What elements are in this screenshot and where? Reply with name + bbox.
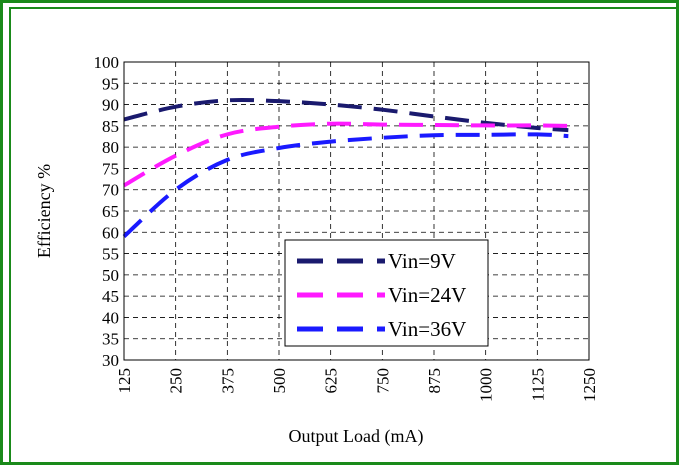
y-tick-label: 40: [102, 308, 119, 327]
y-tick-label: 100: [94, 53, 120, 72]
x-tick-label: 1000: [477, 368, 496, 402]
y-tick-label: 85: [102, 117, 119, 136]
x-tick-label: 875: [425, 368, 444, 394]
legend-label: Vin=9V: [388, 249, 456, 273]
x-tick-label: 1250: [580, 368, 599, 402]
x-tick-label: 500: [270, 368, 289, 394]
x-tick-label: 125: [115, 368, 134, 394]
legend-label: Vin=36V: [388, 317, 466, 341]
x-tick-label: 375: [218, 368, 237, 394]
x-tick-label: 750: [373, 368, 392, 394]
y-tick-label: 90: [102, 96, 119, 115]
y-tick-label: 55: [102, 245, 119, 264]
x-axis-label: Output Load (mA): [289, 426, 424, 447]
x-tick-label: 1125: [528, 368, 547, 401]
y-tick-label: 60: [102, 223, 119, 242]
y-tick-label: 45: [102, 287, 119, 306]
legend-label: Vin=24V: [388, 283, 466, 307]
series-line: [123, 97, 569, 133]
legend: Vin=9V Vin=24V Vin=36V: [284, 239, 489, 347]
plot-area-border: [123, 61, 590, 361]
x-tick-labels: 125 250 375 500 625 750 875 1000 1125 1250: [115, 368, 599, 402]
series-line: [123, 121, 569, 188]
y-tick-label: 30: [102, 351, 119, 370]
y-tick-label: 80: [102, 138, 119, 157]
y-tick-label: 95: [102, 74, 119, 93]
y-tick-label: 50: [102, 266, 119, 285]
y-tick-label: 75: [102, 159, 119, 178]
y-axis-label: Efficiency %: [34, 164, 54, 258]
series-layer: [122, 97, 569, 239]
x-tick-label: 625: [322, 368, 341, 394]
y-tick-label: 70: [102, 181, 119, 200]
y-tick-labels: 100 95 90 85 80 75 70 65 60 55 50 45 40 35 30: [94, 53, 120, 370]
x-tick-label: 250: [167, 368, 186, 394]
inner-border: [9, 7, 678, 465]
y-tick-label: 65: [102, 202, 119, 221]
y-tick-label: 35: [102, 330, 119, 349]
series-line: [122, 132, 569, 239]
